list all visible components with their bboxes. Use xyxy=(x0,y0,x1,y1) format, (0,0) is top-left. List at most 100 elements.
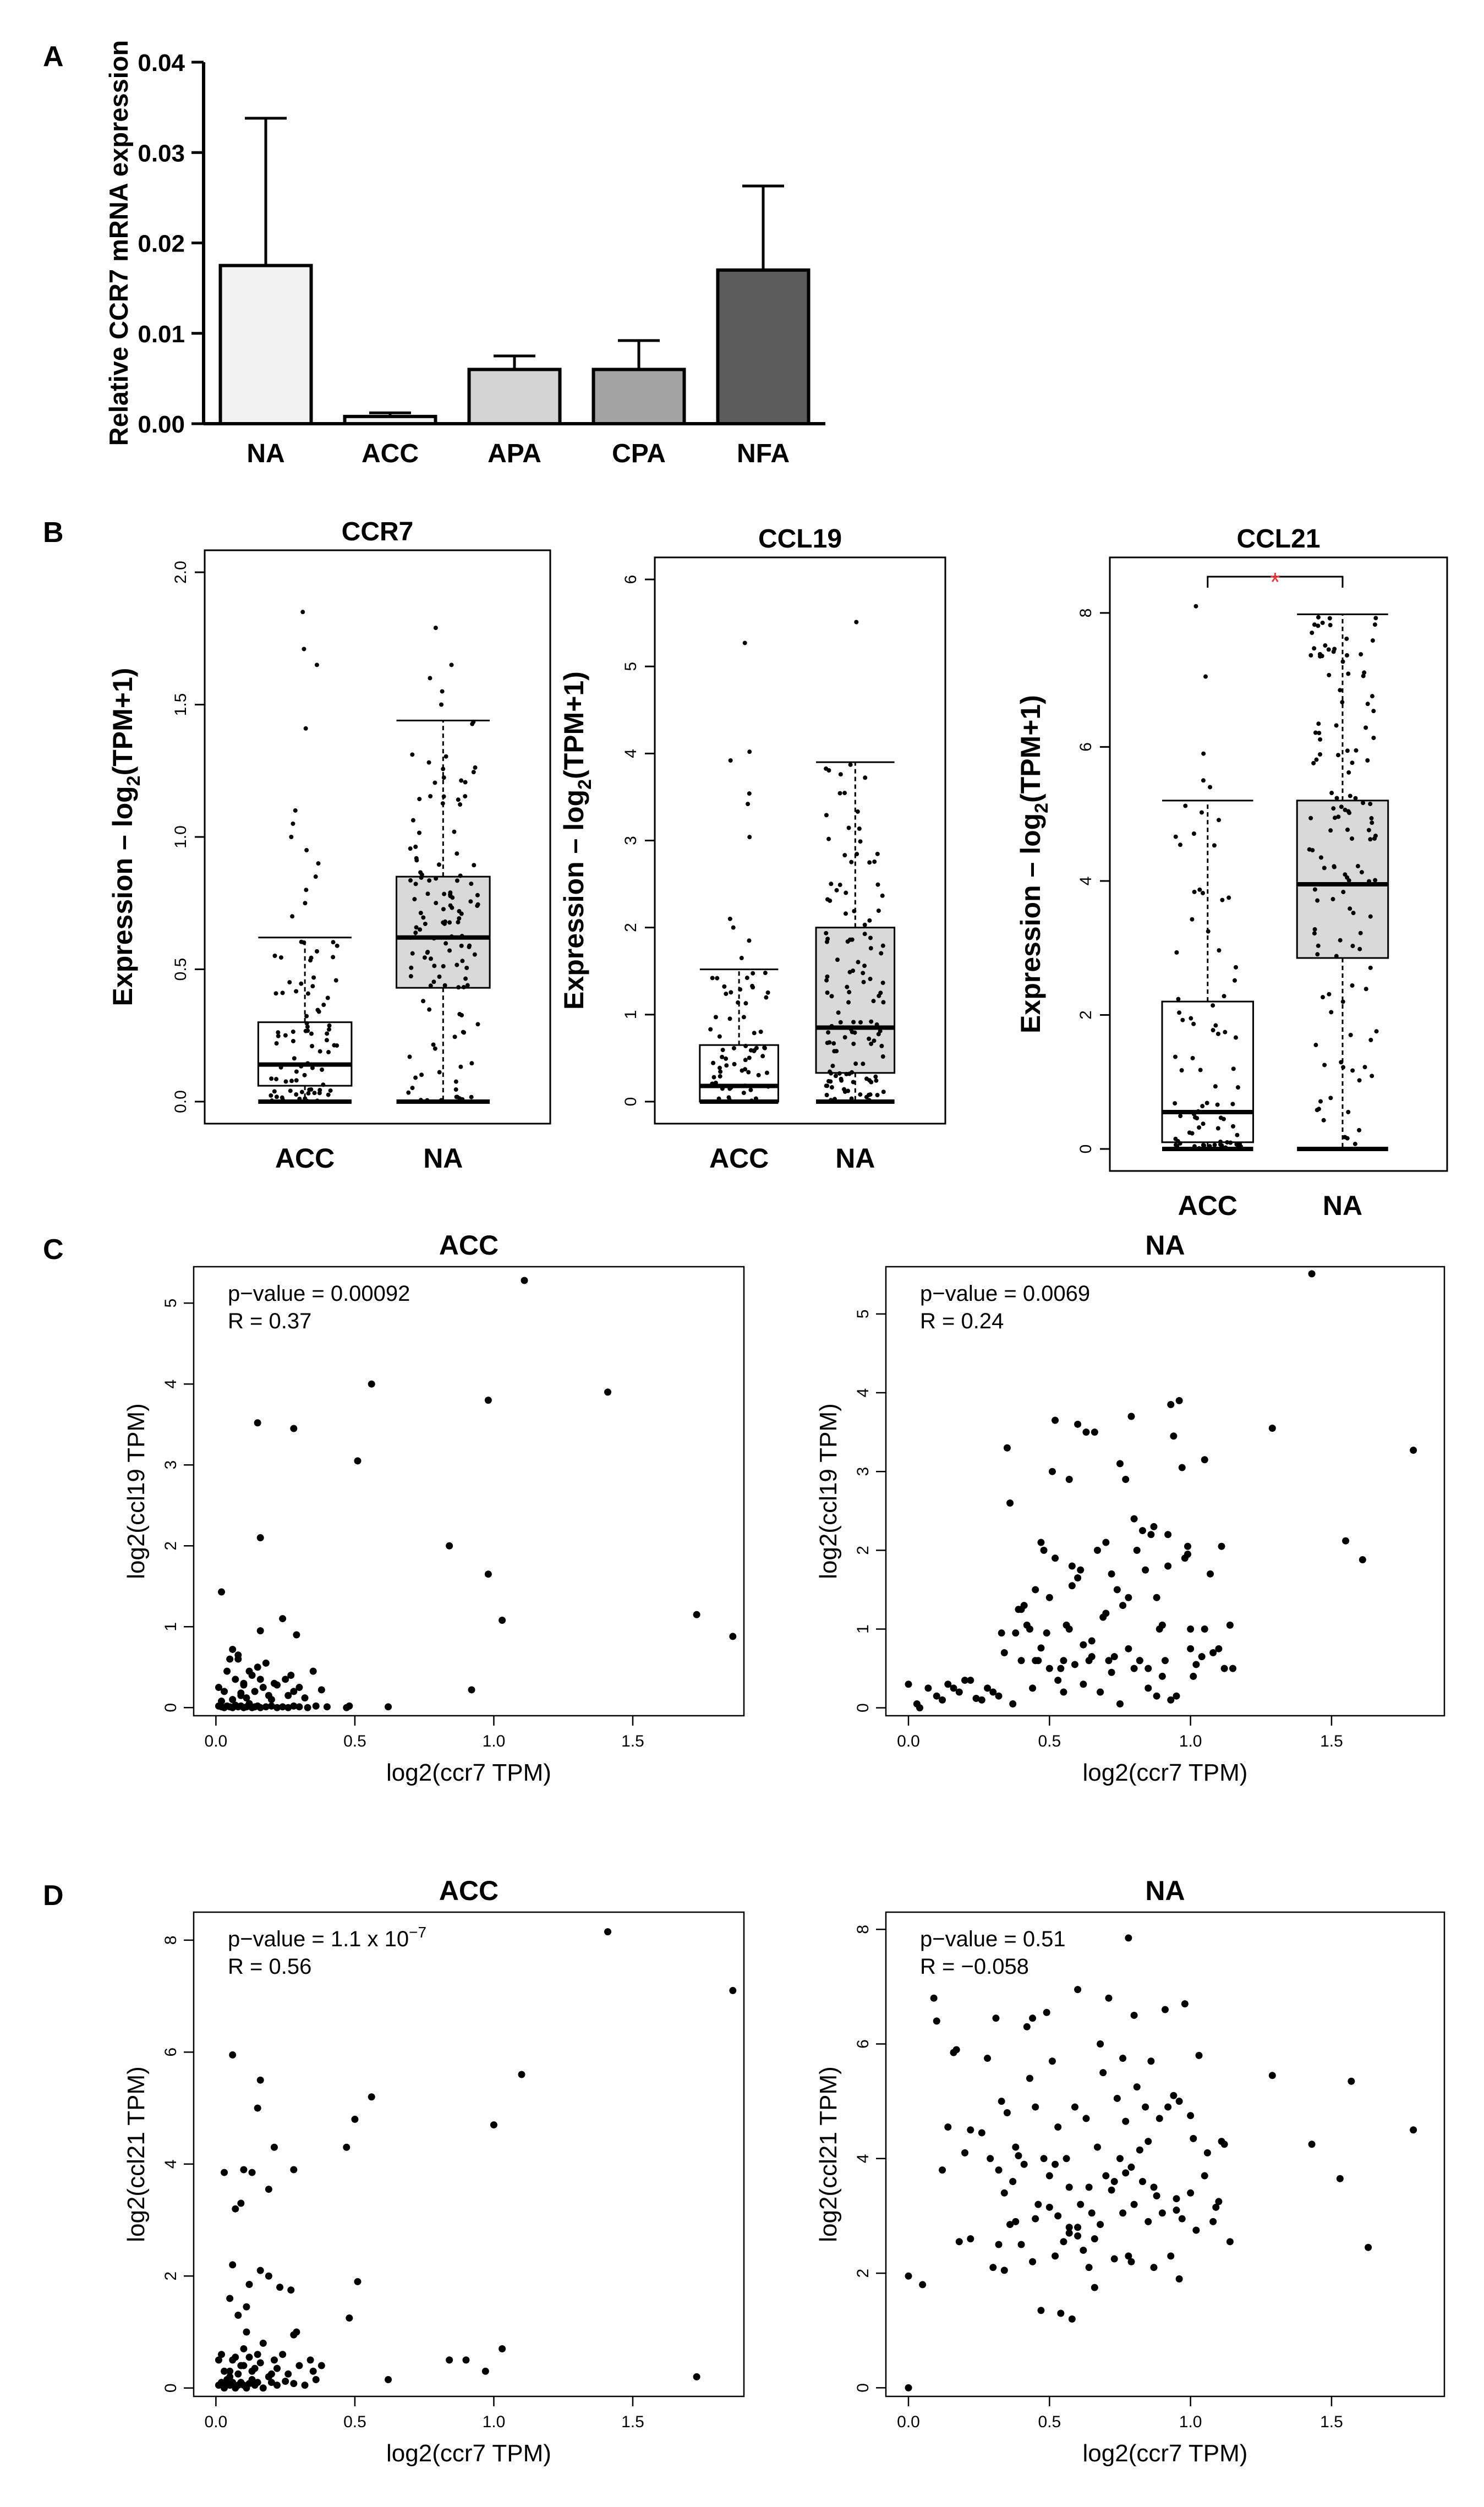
jitter-point xyxy=(720,1086,725,1091)
jitter-point xyxy=(320,1067,325,1072)
y-tick-label: 8 xyxy=(162,1936,180,1945)
jitter-point xyxy=(851,1041,856,1046)
scatter-point xyxy=(1119,2209,1127,2217)
scatter-point xyxy=(317,1686,325,1694)
plot-title: CCL19 xyxy=(758,524,842,554)
scatter-point xyxy=(1000,2189,1008,2197)
scatter-point xyxy=(248,2375,256,2383)
jitter-point xyxy=(824,813,829,818)
jitter-point xyxy=(304,1021,309,1026)
jitter-point xyxy=(1374,1029,1379,1034)
jitter-point xyxy=(743,1058,748,1063)
jitter-point xyxy=(305,1061,310,1066)
jitter-point xyxy=(1190,917,1195,922)
jitter-point xyxy=(1313,1043,1318,1048)
jitter-point xyxy=(1307,847,1312,852)
jitter-point xyxy=(272,1089,277,1094)
scatter-point xyxy=(1012,2143,1020,2151)
jitter-point xyxy=(419,1072,424,1077)
y-tick-label: 2 xyxy=(162,2271,180,2281)
jitter-point xyxy=(1173,1142,1178,1147)
scatter-point xyxy=(1045,2172,1053,2180)
scatter-point xyxy=(939,2166,946,2174)
scatter-point xyxy=(1026,1625,1033,1633)
jitter-point xyxy=(734,1099,739,1104)
scatter-point xyxy=(254,1663,261,1671)
scatter-point xyxy=(1158,1672,1166,1680)
y-tick-label: 0.00 xyxy=(138,411,185,438)
jitter-point xyxy=(749,1099,754,1104)
scatter-point xyxy=(955,2238,963,2246)
scatter-point xyxy=(1145,2138,1152,2145)
scatter-d-acc: ACC p−value = 1.1 x 10−7 R = 0.56 0.0 0.5 1.0… xyxy=(123,1875,745,2467)
jitter-point xyxy=(829,1071,834,1076)
jitter-point xyxy=(471,770,476,775)
jitter-point xyxy=(743,1001,748,1006)
jitter-point xyxy=(851,1080,856,1085)
jitter-point xyxy=(765,990,770,995)
scatter-point xyxy=(243,1694,250,1702)
jitter-point xyxy=(457,1096,462,1101)
scatter-point xyxy=(998,1629,1005,1637)
scatter-point xyxy=(992,2015,1000,2022)
panel-c: C ACC p−value = 0.00092 R = 0.37 0.0 0.5 1.0 1.… xyxy=(43,1230,1445,1786)
jitter-point xyxy=(273,991,278,996)
jitter-point xyxy=(1192,1144,1197,1149)
jitter-point xyxy=(825,937,830,942)
boxplot-ccr7: CCR7 0.0 0.5 1.0 1.5 2.0 Expression – log2(TPM… xyxy=(107,517,551,1174)
jitter-point xyxy=(1359,870,1364,875)
scatter-point xyxy=(1043,2008,1050,2016)
jitter-point xyxy=(456,797,461,802)
jitter-point xyxy=(717,1034,722,1039)
scatter-point xyxy=(256,1704,264,1711)
scatter-point xyxy=(1178,2215,1186,2223)
jitter-point xyxy=(828,1079,833,1084)
scatter-point xyxy=(1091,2284,1098,2291)
scatter-point xyxy=(226,1655,234,1663)
scatter-point xyxy=(1130,2011,1138,2019)
scatter-point xyxy=(346,1702,353,1710)
jitter-point xyxy=(459,1012,464,1017)
scatter-point xyxy=(1173,2195,1180,2203)
jitter-point xyxy=(406,1090,411,1095)
jitter-point xyxy=(838,1020,843,1025)
scatter-point xyxy=(468,1686,475,1694)
scatter-point xyxy=(1116,1700,1124,1708)
scatter-point xyxy=(229,1696,237,1704)
scatter-point xyxy=(933,2017,940,2025)
scatter-point xyxy=(1336,2175,1344,2182)
outlier-point xyxy=(747,749,752,754)
jitter-point xyxy=(710,1081,715,1086)
jitter-point xyxy=(751,971,755,976)
scatter-point xyxy=(1308,2141,1316,2148)
scatter-point xyxy=(1052,1416,1059,1424)
jitter-point xyxy=(852,908,857,913)
jitter-point xyxy=(1362,670,1367,675)
scatter-point xyxy=(729,1986,737,1994)
x-axis-label: log2(ccr7 TPM) xyxy=(386,2440,551,2467)
scatter-point xyxy=(972,1695,980,1703)
jitter-point xyxy=(326,1092,331,1097)
bar-cpa xyxy=(592,368,686,426)
jitter-point xyxy=(825,990,830,995)
y-tick-label: 0.02 xyxy=(138,231,185,258)
scatter-point xyxy=(293,1631,300,1639)
scatter-point xyxy=(301,2382,309,2389)
scatter-point xyxy=(256,1676,264,1683)
jitter-point xyxy=(1179,1068,1184,1073)
jitter-point xyxy=(1367,879,1372,884)
scatter-point xyxy=(226,2295,234,2302)
jitter-point xyxy=(1228,1140,1233,1145)
jitter-point xyxy=(879,951,884,956)
jitter-point xyxy=(1368,1038,1373,1043)
jitter-point xyxy=(1344,653,1349,658)
scatter-point xyxy=(1122,2117,1130,2125)
scatter-point xyxy=(218,1588,226,1596)
jitter-point xyxy=(439,1098,443,1103)
jitter-point xyxy=(425,1098,430,1103)
jitter-point xyxy=(274,1077,279,1082)
p-value-text: p−value = 0.51 xyxy=(920,1927,1066,1951)
jitter-point xyxy=(748,1087,753,1092)
box-acc xyxy=(699,641,779,1104)
